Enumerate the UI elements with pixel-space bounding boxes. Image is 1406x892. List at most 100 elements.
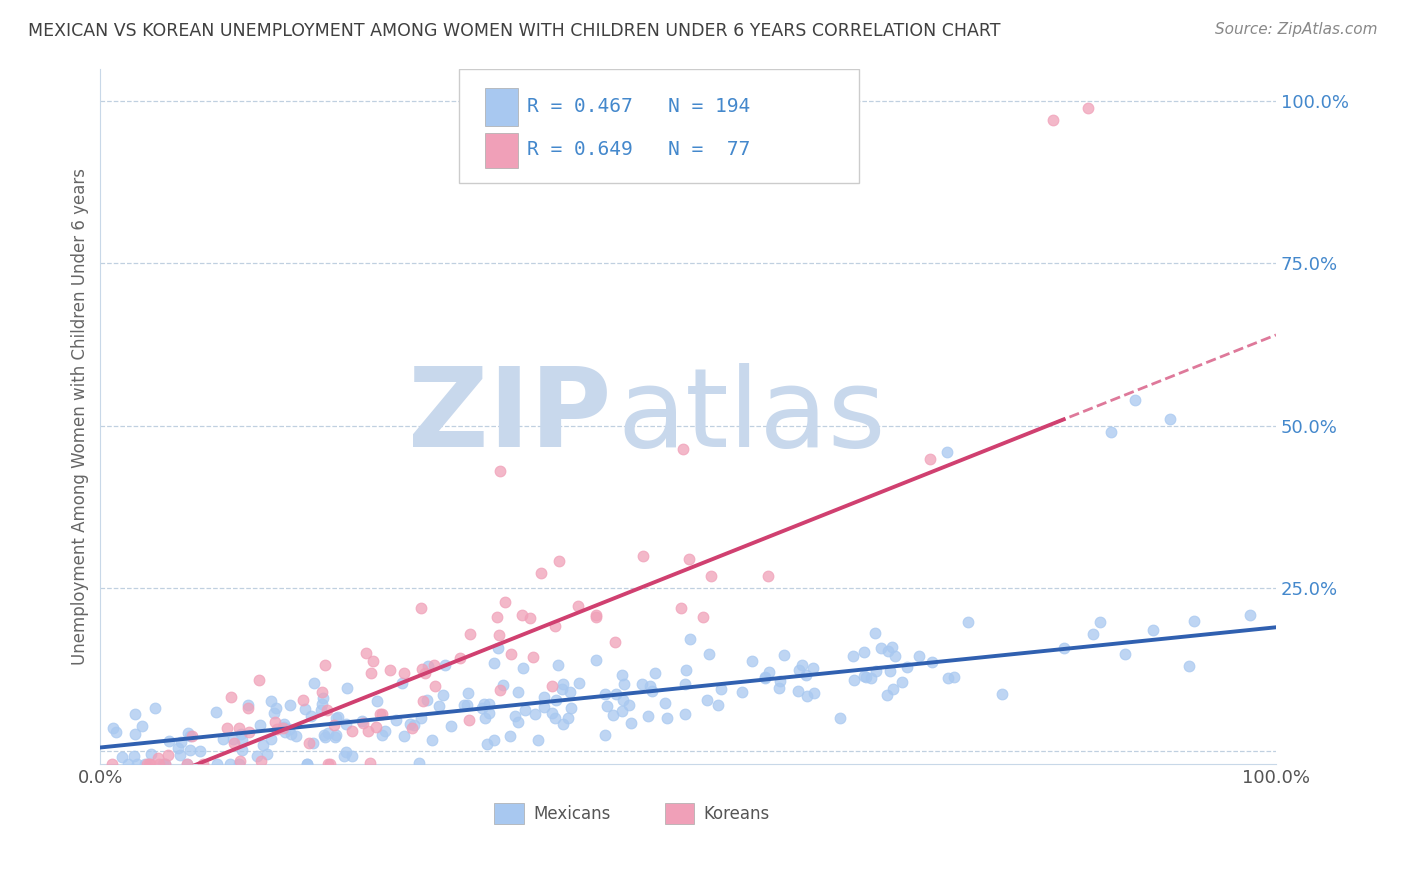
Point: [943, 670, 966, 684]
Point: [654, 696, 676, 710]
Point: [530, 566, 553, 580]
Point: [124, 706, 146, 721]
Point: [416, 692, 439, 706]
Point: [236, 701, 259, 715]
Point: [637, 709, 659, 723]
Point: [366, 694, 388, 708]
Point: [870, 641, 893, 656]
Point: [796, 690, 818, 704]
Point: [1114, 648, 1136, 662]
Point: [432, 688, 454, 702]
Point: [494, 595, 516, 609]
Point: [1042, 113, 1064, 128]
Point: [1081, 626, 1104, 640]
Point: [1090, 615, 1112, 629]
Point: [364, 720, 387, 734]
Point: [169, 747, 191, 762]
Point: [249, 718, 271, 732]
Point: [141, 747, 163, 761]
Point: [602, 708, 624, 723]
Point: [882, 640, 904, 654]
Point: [551, 717, 574, 731]
Point: [229, 754, 252, 768]
Point: [803, 686, 825, 700]
Point: [238, 725, 260, 739]
Point: [146, 751, 169, 765]
Point: [180, 729, 202, 743]
Point: [1123, 392, 1146, 407]
Point: [228, 756, 250, 771]
Point: [273, 722, 295, 736]
Point: [188, 743, 211, 757]
Point: [1142, 623, 1164, 637]
Point: [136, 756, 159, 771]
Point: [361, 654, 384, 668]
Point: [148, 756, 170, 771]
Point: [610, 667, 633, 681]
Point: [956, 615, 979, 630]
Point: [553, 677, 575, 691]
Point: [1077, 101, 1099, 115]
Point: [482, 656, 505, 670]
Point: [273, 725, 295, 739]
Point: [104, 725, 127, 739]
Point: [883, 648, 905, 663]
Point: [503, 709, 526, 723]
Point: [541, 706, 564, 721]
Point: [457, 686, 479, 700]
Point: [585, 653, 607, 667]
Point: [605, 687, 627, 701]
Point: [299, 709, 322, 723]
Point: [325, 711, 347, 725]
Point: [314, 730, 336, 744]
Point: [768, 681, 790, 695]
Point: [409, 601, 432, 615]
Point: [314, 728, 336, 742]
Point: [409, 711, 432, 725]
Point: [333, 749, 356, 764]
Point: [179, 742, 201, 756]
Point: [707, 698, 730, 713]
Point: [212, 732, 235, 747]
Point: [218, 756, 240, 771]
Point: [273, 721, 295, 735]
Point: [918, 451, 941, 466]
Point: [787, 663, 810, 677]
Point: [131, 718, 153, 732]
Point: [138, 756, 160, 771]
Point: [311, 703, 333, 717]
Point: [492, 678, 515, 692]
Point: [127, 756, 149, 771]
Point: [217, 721, 239, 735]
Point: [585, 610, 607, 624]
Point: [316, 725, 339, 739]
Point: [772, 648, 794, 662]
Point: [560, 700, 582, 714]
Point: [474, 711, 496, 725]
Point: [673, 706, 696, 721]
Point: [408, 756, 430, 771]
Point: [229, 727, 252, 741]
Point: [311, 698, 333, 712]
Point: [340, 748, 363, 763]
Point: [935, 445, 957, 459]
Point: [879, 664, 901, 678]
Point: [394, 729, 416, 743]
Point: [731, 685, 754, 699]
Point: [413, 665, 436, 680]
Point: [423, 679, 446, 693]
Text: Source: ZipAtlas.com: Source: ZipAtlas.com: [1215, 22, 1378, 37]
Point: [356, 646, 378, 660]
Point: [111, 750, 134, 764]
Point: [236, 698, 259, 713]
FancyBboxPatch shape: [494, 804, 523, 824]
Point: [1053, 641, 1076, 656]
Point: [260, 732, 283, 747]
Point: [921, 655, 943, 669]
Point: [228, 721, 250, 735]
Text: R = 0.649   N =  77: R = 0.649 N = 77: [527, 140, 751, 160]
Point: [882, 682, 904, 697]
Point: [360, 665, 382, 680]
Point: [1099, 425, 1122, 440]
Point: [368, 706, 391, 721]
